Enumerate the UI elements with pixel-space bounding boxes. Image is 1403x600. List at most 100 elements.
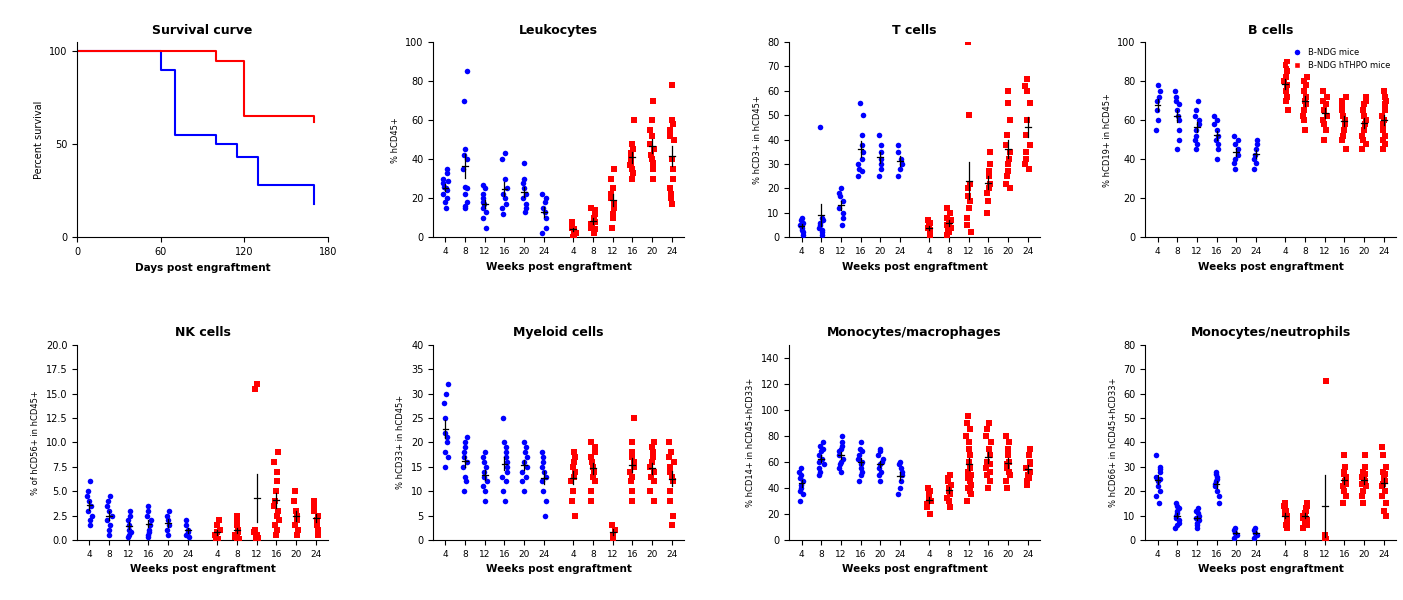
- Point: [1371, 125, 1393, 134]
- Point: [491, 413, 513, 423]
- X-axis label: Weeks post engraftment: Weeks post engraftment: [842, 262, 988, 272]
- Point: [581, 221, 603, 230]
- Point: [1333, 467, 1355, 476]
- Point: [1334, 119, 1357, 129]
- Point: [960, 227, 982, 237]
- Point: [829, 444, 852, 454]
- Point: [662, 457, 685, 467]
- Point: [581, 457, 603, 467]
- Point: [1316, 112, 1338, 121]
- Point: [937, 473, 960, 482]
- Point: [532, 487, 554, 496]
- Point: [936, 220, 958, 230]
- Point: [828, 464, 850, 473]
- Point: [267, 526, 289, 535]
- Point: [582, 229, 605, 238]
- Point: [1243, 164, 1266, 174]
- Point: [561, 221, 584, 230]
- Point: [584, 442, 606, 452]
- Point: [476, 476, 498, 486]
- Point: [116, 532, 139, 542]
- Point: [1145, 491, 1167, 501]
- Point: [955, 418, 978, 428]
- Point: [1164, 513, 1187, 523]
- Point: [603, 164, 626, 174]
- Point: [436, 379, 459, 389]
- Point: [77, 487, 100, 496]
- Point: [600, 174, 623, 184]
- Point: [812, 460, 835, 469]
- Point: [491, 203, 513, 213]
- Point: [1186, 145, 1208, 154]
- Point: [1226, 530, 1249, 540]
- Point: [957, 110, 979, 120]
- Point: [1294, 86, 1316, 95]
- Point: [495, 452, 518, 462]
- Point: [532, 203, 554, 213]
- Point: [995, 140, 1017, 149]
- Point: [890, 476, 912, 486]
- Point: [118, 530, 140, 540]
- Point: [1351, 145, 1374, 154]
- Point: [976, 196, 999, 205]
- Point: [939, 486, 961, 496]
- Point: [1275, 521, 1298, 530]
- Point: [1243, 523, 1266, 533]
- Point: [960, 490, 982, 499]
- Point: [939, 470, 961, 480]
- Point: [246, 379, 268, 389]
- Point: [996, 444, 1019, 454]
- Point: [1207, 139, 1229, 148]
- Point: [453, 151, 476, 160]
- Point: [808, 464, 831, 473]
- Point: [887, 172, 909, 181]
- Point: [139, 515, 161, 525]
- Point: [455, 472, 477, 481]
- Point: [1017, 470, 1040, 480]
- Point: [1351, 491, 1374, 501]
- Point: [535, 472, 557, 481]
- Point: [1223, 526, 1246, 535]
- Point: [205, 533, 227, 543]
- Point: [1146, 115, 1169, 125]
- Point: [850, 464, 873, 473]
- Point: [1019, 98, 1041, 108]
- Point: [641, 448, 664, 457]
- Point: [535, 223, 557, 232]
- Point: [831, 437, 853, 447]
- Point: [661, 154, 683, 164]
- Point: [847, 451, 870, 460]
- Point: [1019, 444, 1041, 454]
- Point: [97, 496, 119, 506]
- Point: [471, 193, 494, 203]
- Point: [996, 159, 1019, 169]
- Point: [80, 511, 102, 520]
- Point: [868, 446, 891, 456]
- Point: [1014, 130, 1037, 140]
- Point: [1375, 96, 1397, 106]
- Point: [434, 413, 456, 423]
- Point: [603, 526, 626, 535]
- Point: [560, 219, 582, 229]
- Point: [1371, 467, 1393, 476]
- Point: [1186, 523, 1208, 533]
- Point: [1223, 523, 1246, 533]
- Point: [916, 503, 939, 512]
- Point: [852, 147, 874, 157]
- Point: [811, 454, 833, 464]
- Point: [870, 444, 892, 454]
- Point: [564, 467, 586, 476]
- Point: [936, 494, 958, 503]
- Point: [1188, 511, 1211, 520]
- Point: [890, 154, 912, 164]
- Point: [579, 487, 602, 496]
- Point: [1243, 528, 1266, 538]
- Point: [1243, 526, 1266, 535]
- Point: [1374, 139, 1396, 148]
- Point: [535, 207, 557, 217]
- Point: [1187, 503, 1209, 513]
- Point: [1164, 92, 1187, 101]
- Point: [808, 442, 831, 451]
- Point: [1294, 518, 1316, 528]
- Y-axis label: % hCD14+ in hCD45+hCD33+: % hCD14+ in hCD45+hCD33+: [746, 378, 755, 507]
